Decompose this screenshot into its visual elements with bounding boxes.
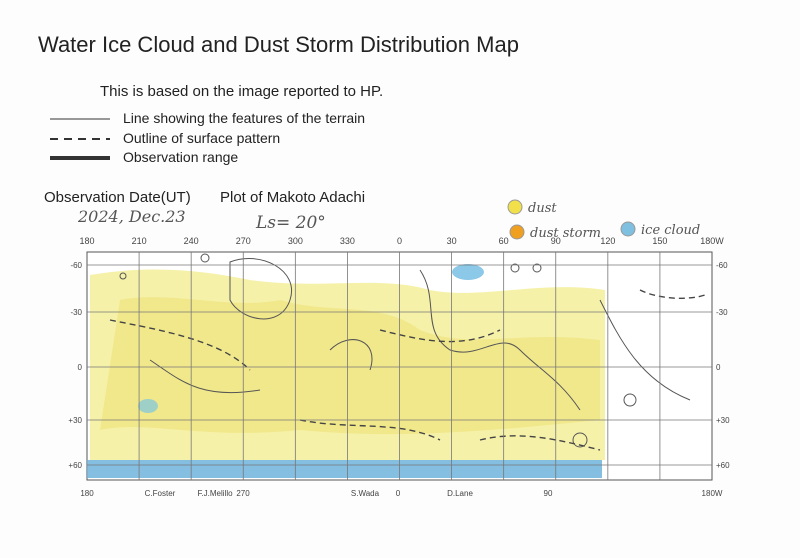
ice-cloud-band bbox=[87, 460, 602, 478]
date: 2024, Dec.23 bbox=[77, 207, 186, 226]
latitude-label: -30 bbox=[716, 308, 728, 317]
longitude-label: 120 bbox=[600, 236, 615, 246]
latitude-label: -60 bbox=[716, 261, 728, 270]
dust-swatch bbox=[507, 199, 523, 215]
longitude-label: 60 bbox=[499, 236, 509, 246]
latitude-label: 0 bbox=[78, 363, 83, 372]
ice-cloud-swatch bbox=[620, 221, 636, 237]
bottom-label: F.J.Melillo bbox=[197, 489, 233, 498]
legend-text: Outline of surface pattern bbox=[123, 130, 280, 146]
crater bbox=[119, 272, 127, 280]
bottom-label: 270 bbox=[236, 489, 250, 498]
dust-area bbox=[100, 297, 600, 435]
latitude-label: -60 bbox=[70, 261, 82, 270]
longitude-label: 180W bbox=[700, 236, 724, 246]
bottom-label: D.Lane bbox=[447, 489, 473, 498]
latitude-label: 0 bbox=[716, 363, 721, 372]
legend-text: Observation range bbox=[123, 149, 238, 165]
bottom-label: S.Wada bbox=[351, 489, 380, 498]
longitude-label: 240 bbox=[184, 236, 199, 246]
plot-label: Plot of Makoto Adachi bbox=[220, 189, 365, 206]
legend-color: dust storm bbox=[530, 226, 601, 241]
latitude-label: +60 bbox=[716, 461, 730, 470]
longitude-label: 300 bbox=[288, 236, 303, 246]
longitude-label: 150 bbox=[652, 236, 667, 246]
crater bbox=[532, 263, 542, 273]
title: Water Ice Cloud and Dust Storm Distribut… bbox=[38, 32, 519, 57]
legend-text: Line showing the features of the terrain bbox=[123, 110, 365, 126]
ice-cloud bbox=[452, 264, 484, 280]
longitude-label: 180 bbox=[79, 236, 94, 246]
longitude-label: 270 bbox=[236, 236, 251, 246]
ice-cloud bbox=[138, 399, 158, 413]
crater bbox=[510, 263, 520, 273]
legend-color: dust bbox=[528, 201, 557, 216]
longitude-label: 210 bbox=[132, 236, 147, 246]
bottom-label: C.Foster bbox=[145, 489, 176, 498]
terrain-line bbox=[149, 257, 691, 411]
subtitle: This is based on the image reported to H… bbox=[100, 83, 383, 100]
latitude-label: -30 bbox=[70, 308, 82, 317]
longitude-label: 30 bbox=[447, 236, 457, 246]
crater bbox=[200, 253, 210, 263]
grid: 180 210 240 270 300 330 0 30 60 90 120 150 180W -60 -6… bbox=[68, 236, 730, 498]
crater bbox=[572, 432, 588, 448]
bottom-label: 0 bbox=[396, 489, 401, 498]
ls: Ls= 20° bbox=[255, 213, 326, 233]
crater bbox=[623, 393, 637, 407]
longitude-label: 0 bbox=[397, 236, 402, 246]
bottom-label: 180W bbox=[702, 489, 723, 498]
bottom-label: 180 bbox=[80, 489, 94, 498]
map: 180 210 240 270 300 330 0 30 60 90 120 150 180W -60 -6… bbox=[68, 236, 730, 498]
dust-storm-swatch bbox=[509, 224, 525, 240]
latitude-label: +30 bbox=[68, 416, 82, 425]
date-label: Observation Date(UT) bbox=[44, 189, 191, 206]
surface-pattern bbox=[109, 289, 706, 451]
bottom-label: 90 bbox=[544, 489, 553, 498]
legend-color: ice cloud bbox=[641, 223, 700, 238]
latitude-label: +60 bbox=[68, 461, 82, 470]
longitude-label: 90 bbox=[551, 236, 561, 246]
latitude-label: +30 bbox=[716, 416, 730, 425]
longitude-label: 330 bbox=[340, 236, 355, 246]
